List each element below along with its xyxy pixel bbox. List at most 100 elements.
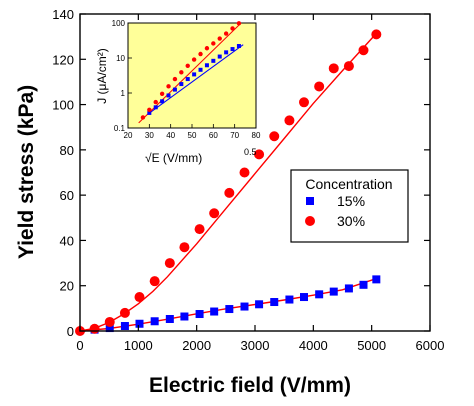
inset-y-tick-label: 1	[121, 89, 126, 98]
legend-marker-15	[306, 197, 314, 205]
y-axis-title: Yield stress (kPa)	[15, 85, 38, 259]
legend-marker-30	[305, 216, 315, 226]
inset-x-tick-label: 50	[188, 131, 197, 140]
inset-data-point-30	[166, 84, 171, 89]
data-point-15	[240, 302, 249, 311]
inset-data-point-30	[204, 46, 210, 51]
inset-data-point-15	[217, 54, 222, 59]
inset-data-point-30	[223, 31, 229, 36]
inset-y-axis-title: J (μA/cm²)	[95, 48, 109, 104]
inset-x-tick-label: 80	[252, 131, 261, 140]
inset-x-tick-label: 30	[145, 131, 154, 140]
data-point-30	[269, 131, 280, 142]
inset-data-point-30	[236, 21, 242, 26]
data-point-15	[195, 310, 204, 319]
inset-x-tick-label: 20	[124, 131, 133, 140]
inset-data-point-15	[192, 72, 197, 77]
data-point-15	[344, 284, 353, 293]
data-point-30	[239, 167, 250, 178]
data-point-30	[328, 63, 339, 74]
inset-data-point-15	[185, 77, 190, 82]
inset-data-point-30	[179, 70, 184, 75]
y-tick-label: 0	[67, 324, 74, 339]
legend-label-30: 30%	[337, 213, 365, 229]
data-point-30	[371, 29, 382, 40]
legend-label-15: 15%	[337, 193, 365, 209]
inset-y-tick-label: 0.1	[114, 124, 126, 133]
data-point-15	[180, 312, 189, 321]
inset-data-point-30	[191, 57, 197, 62]
data-point-15	[225, 305, 234, 314]
y-tick-label: 20	[60, 279, 74, 294]
inset-data-point-30	[230, 26, 235, 31]
data-point-15	[372, 275, 381, 284]
data-point-30	[209, 208, 220, 219]
inset-x-tick-label: 40	[166, 131, 175, 140]
inset-data-points	[140, 21, 242, 120]
data-point-30	[179, 242, 190, 253]
x-axis-title: Electric field (V/mm)	[149, 374, 351, 397]
y-tick-label: 60	[60, 188, 74, 203]
data-point-30	[119, 307, 130, 318]
inset-data-point-15	[153, 105, 158, 110]
inset-data-point-15	[230, 47, 235, 52]
inset-data-point-15	[224, 50, 229, 55]
data-point-15	[315, 290, 324, 299]
x-tick-label: 3000	[241, 338, 270, 353]
inset-x-tick-label: 60	[209, 131, 218, 140]
data-point-30	[104, 316, 115, 327]
data-point-15	[210, 307, 219, 316]
inset-data-point-15	[179, 82, 184, 87]
data-point-30	[254, 149, 265, 160]
inset-background	[127, 22, 257, 129]
data-point-30	[149, 276, 160, 287]
inset-data-point-30	[153, 99, 158, 105]
data-point-30	[89, 323, 100, 334]
x-tick-label: 1000	[124, 338, 153, 353]
inset-y-tick-label: 100	[112, 19, 126, 28]
data-point-15	[120, 322, 129, 331]
data-point-15	[150, 317, 159, 326]
data-point-15	[329, 287, 338, 296]
data-point-15	[270, 298, 279, 307]
legend-box	[290, 169, 409, 243]
x-tick-label: 2000	[182, 338, 211, 353]
main-data-points	[75, 29, 382, 336]
legend: Concentration 15% 30%	[290, 169, 409, 243]
data-point-30	[164, 258, 175, 269]
inset-data-point-15	[166, 93, 171, 98]
x-tick-label: 4000	[299, 338, 328, 353]
data-point-15	[165, 314, 174, 323]
inset-data-point-15	[236, 44, 241, 49]
inset-data-point-30	[147, 107, 152, 113]
inset-x-tick-label: 70	[230, 131, 239, 140]
data-point-30	[224, 187, 235, 198]
x-tick-label: 5000	[357, 338, 386, 353]
y-tick-label: 80	[60, 143, 74, 158]
data-point-15	[105, 324, 114, 333]
data-point-30	[284, 115, 295, 126]
data-point-15	[135, 319, 144, 328]
data-point-15	[359, 280, 368, 289]
x-tick-label: 0	[76, 338, 83, 353]
data-point-30	[134, 292, 145, 303]
y-tick-label: 100	[52, 98, 74, 113]
data-point-30	[194, 224, 205, 235]
inset-data-point-30	[140, 115, 146, 120]
x-tick-label: 6000	[416, 338, 445, 353]
legend-title: Concentration	[305, 176, 392, 192]
inset-data-point-30	[217, 36, 222, 41]
inset-data-point-15	[211, 58, 216, 63]
inset-data-point-30	[198, 51, 203, 57]
inset-data-point-30	[159, 91, 165, 96]
inset-plot: 20 30 40 50 60 70 80 0.1 1 10 100 J (μA/cm²) √E (V…	[95, 19, 261, 165]
inset-data-point-15	[204, 63, 209, 68]
data-point-15	[255, 300, 264, 309]
inset-data-point-30	[172, 76, 178, 82]
y-tick-label: 120	[52, 52, 74, 67]
data-point-15	[300, 293, 308, 302]
data-point-15	[285, 295, 294, 304]
inset-x-axis-title: √E (V/mm)	[145, 151, 202, 165]
data-point-30	[314, 81, 325, 92]
